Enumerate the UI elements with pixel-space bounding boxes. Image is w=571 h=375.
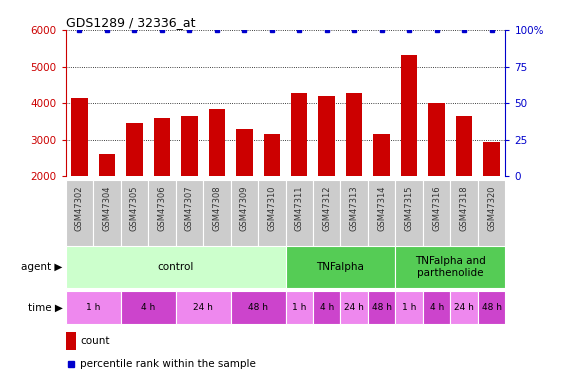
Bar bbox=[423, 291, 451, 324]
Bar bbox=[346, 93, 363, 176]
Bar bbox=[395, 246, 505, 288]
Text: GSM47306: GSM47306 bbox=[158, 185, 166, 231]
Bar bbox=[319, 96, 335, 176]
Bar bbox=[66, 291, 120, 324]
Bar bbox=[71, 98, 88, 176]
Text: 4 h: 4 h bbox=[141, 303, 155, 312]
Text: GSM47313: GSM47313 bbox=[349, 185, 359, 231]
Bar bbox=[368, 180, 395, 246]
Text: TNFalpha: TNFalpha bbox=[316, 262, 364, 272]
Bar bbox=[313, 180, 340, 246]
Text: GSM47309: GSM47309 bbox=[240, 185, 249, 231]
Text: agent ▶: agent ▶ bbox=[22, 262, 63, 272]
Text: GDS1289 / 32336_at: GDS1289 / 32336_at bbox=[66, 16, 195, 29]
Bar bbox=[66, 246, 286, 288]
Bar bbox=[451, 291, 478, 324]
Bar bbox=[451, 180, 478, 246]
Bar bbox=[99, 154, 115, 176]
Text: 48 h: 48 h bbox=[248, 303, 268, 312]
Text: 4 h: 4 h bbox=[429, 303, 444, 312]
Bar bbox=[176, 180, 203, 246]
Bar bbox=[286, 180, 313, 246]
Text: GSM47311: GSM47311 bbox=[295, 185, 304, 231]
Bar bbox=[395, 180, 423, 246]
Text: GSM47310: GSM47310 bbox=[267, 185, 276, 231]
Bar bbox=[423, 180, 451, 246]
Text: GSM47307: GSM47307 bbox=[185, 185, 194, 231]
Bar bbox=[478, 291, 505, 324]
Bar bbox=[120, 291, 176, 324]
Bar bbox=[208, 109, 225, 176]
Bar bbox=[231, 291, 286, 324]
Bar bbox=[368, 291, 395, 324]
Bar bbox=[148, 180, 176, 246]
Bar bbox=[291, 93, 307, 176]
Text: 48 h: 48 h bbox=[481, 303, 501, 312]
Bar bbox=[340, 180, 368, 246]
Text: TNFalpha and
parthenolide: TNFalpha and parthenolide bbox=[415, 256, 486, 278]
Text: 1 h: 1 h bbox=[86, 303, 100, 312]
Text: GSM47302: GSM47302 bbox=[75, 185, 84, 231]
Bar bbox=[120, 180, 148, 246]
Text: 1 h: 1 h bbox=[402, 303, 416, 312]
Text: 24 h: 24 h bbox=[344, 303, 364, 312]
Bar bbox=[176, 291, 231, 324]
Bar bbox=[373, 134, 390, 176]
Bar bbox=[340, 291, 368, 324]
Bar bbox=[231, 180, 258, 246]
Text: control: control bbox=[158, 262, 194, 272]
Bar bbox=[401, 55, 417, 176]
Text: GSM47308: GSM47308 bbox=[212, 185, 222, 231]
Bar bbox=[428, 103, 445, 176]
Text: time ▶: time ▶ bbox=[28, 303, 63, 312]
Bar bbox=[263, 134, 280, 176]
Bar bbox=[313, 291, 340, 324]
Bar bbox=[258, 180, 286, 246]
Text: GSM47320: GSM47320 bbox=[487, 185, 496, 231]
Text: GSM47305: GSM47305 bbox=[130, 185, 139, 231]
Bar bbox=[286, 246, 395, 288]
Bar bbox=[483, 142, 500, 176]
Text: GSM47304: GSM47304 bbox=[102, 185, 111, 231]
Text: GSM47312: GSM47312 bbox=[322, 185, 331, 231]
Text: GSM47314: GSM47314 bbox=[377, 185, 386, 231]
Text: GSM47316: GSM47316 bbox=[432, 185, 441, 231]
Bar bbox=[154, 118, 170, 176]
Bar bbox=[66, 332, 76, 350]
Text: 24 h: 24 h bbox=[193, 303, 213, 312]
Bar bbox=[395, 291, 423, 324]
Text: 24 h: 24 h bbox=[454, 303, 474, 312]
Text: 4 h: 4 h bbox=[320, 303, 334, 312]
Text: percentile rank within the sample: percentile rank within the sample bbox=[80, 359, 256, 369]
Bar bbox=[286, 291, 313, 324]
Text: GSM47318: GSM47318 bbox=[460, 185, 469, 231]
Bar bbox=[93, 180, 120, 246]
Text: count: count bbox=[80, 336, 110, 346]
Bar bbox=[236, 129, 252, 176]
Bar bbox=[203, 180, 231, 246]
Bar bbox=[478, 180, 505, 246]
Bar bbox=[126, 123, 143, 176]
Bar bbox=[456, 116, 472, 176]
Text: GSM47315: GSM47315 bbox=[405, 185, 413, 231]
Bar bbox=[66, 180, 93, 246]
Text: 48 h: 48 h bbox=[372, 303, 392, 312]
Text: 1 h: 1 h bbox=[292, 303, 307, 312]
Bar bbox=[181, 116, 198, 176]
